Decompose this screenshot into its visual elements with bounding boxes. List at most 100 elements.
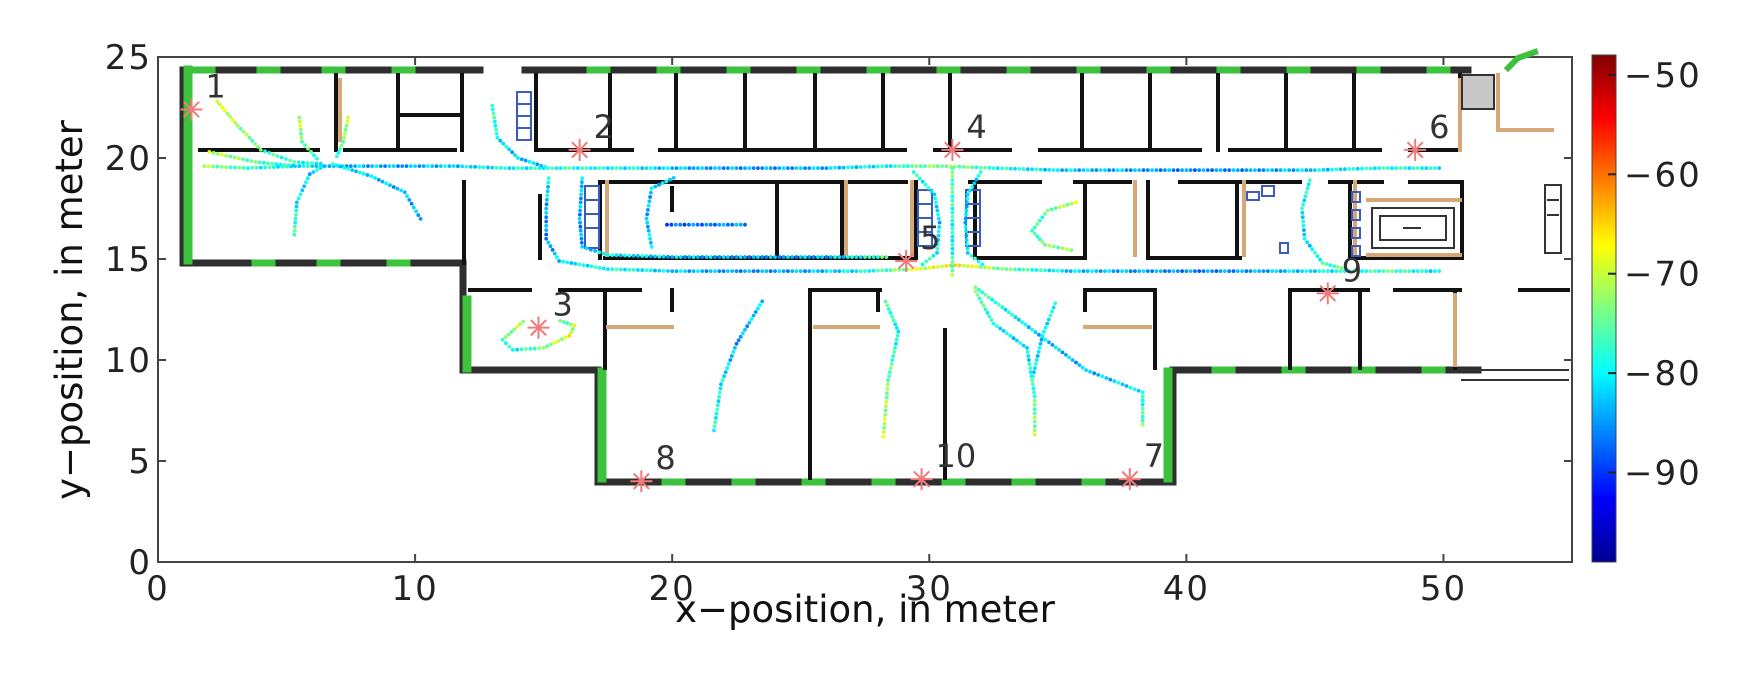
signal-sample (1032, 411, 1037, 416)
signal-sample (714, 416, 718, 420)
signal-sample (671, 176, 676, 180)
access-point-label: 6 (1429, 108, 1449, 146)
signal-sample (730, 166, 735, 171)
signal-sample (565, 260, 570, 265)
signal-sample (1028, 370, 1033, 374)
signal-sample (653, 166, 657, 171)
signal-sample (969, 253, 974, 258)
signal-sample (1158, 269, 1163, 273)
signal-sample (627, 267, 632, 272)
signal-sample (950, 273, 955, 277)
signal-sample (593, 166, 597, 171)
signal-sample (950, 264, 955, 269)
signal-sample (507, 344, 512, 349)
signal-sample (1080, 365, 1085, 370)
signal-sample (1032, 398, 1037, 403)
signal-sample (886, 378, 890, 383)
signal-sample (1092, 371, 1097, 376)
signal-sample (935, 208, 940, 213)
signal-sample (569, 261, 574, 265)
signal-sample (888, 310, 893, 315)
signal-sample (579, 184, 584, 189)
signal-sample (764, 255, 769, 259)
signal-sample (1287, 269, 1292, 273)
signal-sample (1016, 317, 1021, 322)
signal-sample (1304, 168, 1309, 173)
signal-sample (250, 138, 255, 143)
signal-sample (718, 386, 723, 391)
trajectory (712, 299, 765, 433)
signal-sample (807, 255, 812, 259)
signal-sample (940, 264, 944, 269)
signal-sample (1381, 269, 1386, 273)
trajectory (644, 176, 676, 249)
signal-sample (477, 165, 482, 170)
signal-sample (895, 333, 900, 338)
signal-sample (1300, 210, 1305, 215)
access-point-marker (910, 468, 933, 491)
signal-sample (1141, 168, 1146, 173)
signal-sample (1051, 168, 1056, 172)
signal-sample (743, 255, 747, 259)
signal-sample (282, 163, 287, 167)
signal-sample (552, 340, 557, 345)
signal-sample (627, 166, 632, 171)
signal-sample (1373, 269, 1377, 273)
signal-sample (885, 303, 890, 308)
signal-sample (623, 267, 627, 272)
y-tick-label: 5 (128, 442, 152, 482)
signal-sample (1415, 269, 1420, 273)
signal-sample (846, 255, 850, 259)
signal-sample (1158, 168, 1163, 173)
signal-sample (1051, 244, 1056, 249)
signal-sample (674, 255, 679, 259)
signal-sample (511, 166, 516, 171)
signal-sample (493, 123, 498, 128)
signal-sample (578, 220, 582, 225)
signal-sample (306, 164, 310, 169)
signal-sample (241, 166, 246, 170)
signal-sample (924, 259, 929, 264)
signal-sample (247, 135, 252, 140)
signal-sample (378, 164, 383, 169)
trajectory (297, 115, 319, 161)
signal-sample (1025, 346, 1029, 350)
signal-sample (491, 111, 496, 116)
signal-sample (557, 259, 561, 263)
signal-sample (1150, 168, 1154, 173)
signal-sample (1021, 267, 1026, 272)
signal-sample (931, 265, 936, 270)
signal-sample (891, 354, 896, 358)
signal-sample (858, 255, 863, 259)
signal-sample (1227, 168, 1232, 173)
signal-sample (1321, 269, 1326, 273)
signal-sample (965, 192, 970, 197)
signal-sample (253, 160, 258, 164)
signal-sample (1300, 215, 1305, 220)
signal-sample (1407, 166, 1412, 171)
signal-sample (950, 174, 955, 179)
signal-sample (1291, 269, 1296, 273)
signal-sample (1037, 346, 1042, 350)
signal-sample (339, 143, 344, 148)
signal-sample (1313, 250, 1317, 255)
signal-sample (991, 266, 996, 270)
signal-sample (950, 214, 955, 219)
signal-sample (731, 350, 736, 354)
signal-sample (1061, 204, 1066, 208)
signal-sample (408, 164, 413, 169)
signal-sample (820, 166, 825, 171)
signal-sample (560, 337, 564, 342)
signal-sample (846, 165, 850, 170)
signal-sample (653, 184, 658, 189)
signal-sample (341, 139, 345, 144)
signal-sample (237, 165, 242, 170)
signal-sample (335, 154, 339, 159)
signal-sample (713, 222, 717, 227)
signal-sample (743, 166, 747, 171)
signal-sample (935, 251, 939, 255)
x-tick-label: 0 (146, 569, 170, 609)
signal-sample (593, 265, 598, 269)
signal-sample (235, 123, 240, 128)
signal-sample (256, 145, 260, 149)
